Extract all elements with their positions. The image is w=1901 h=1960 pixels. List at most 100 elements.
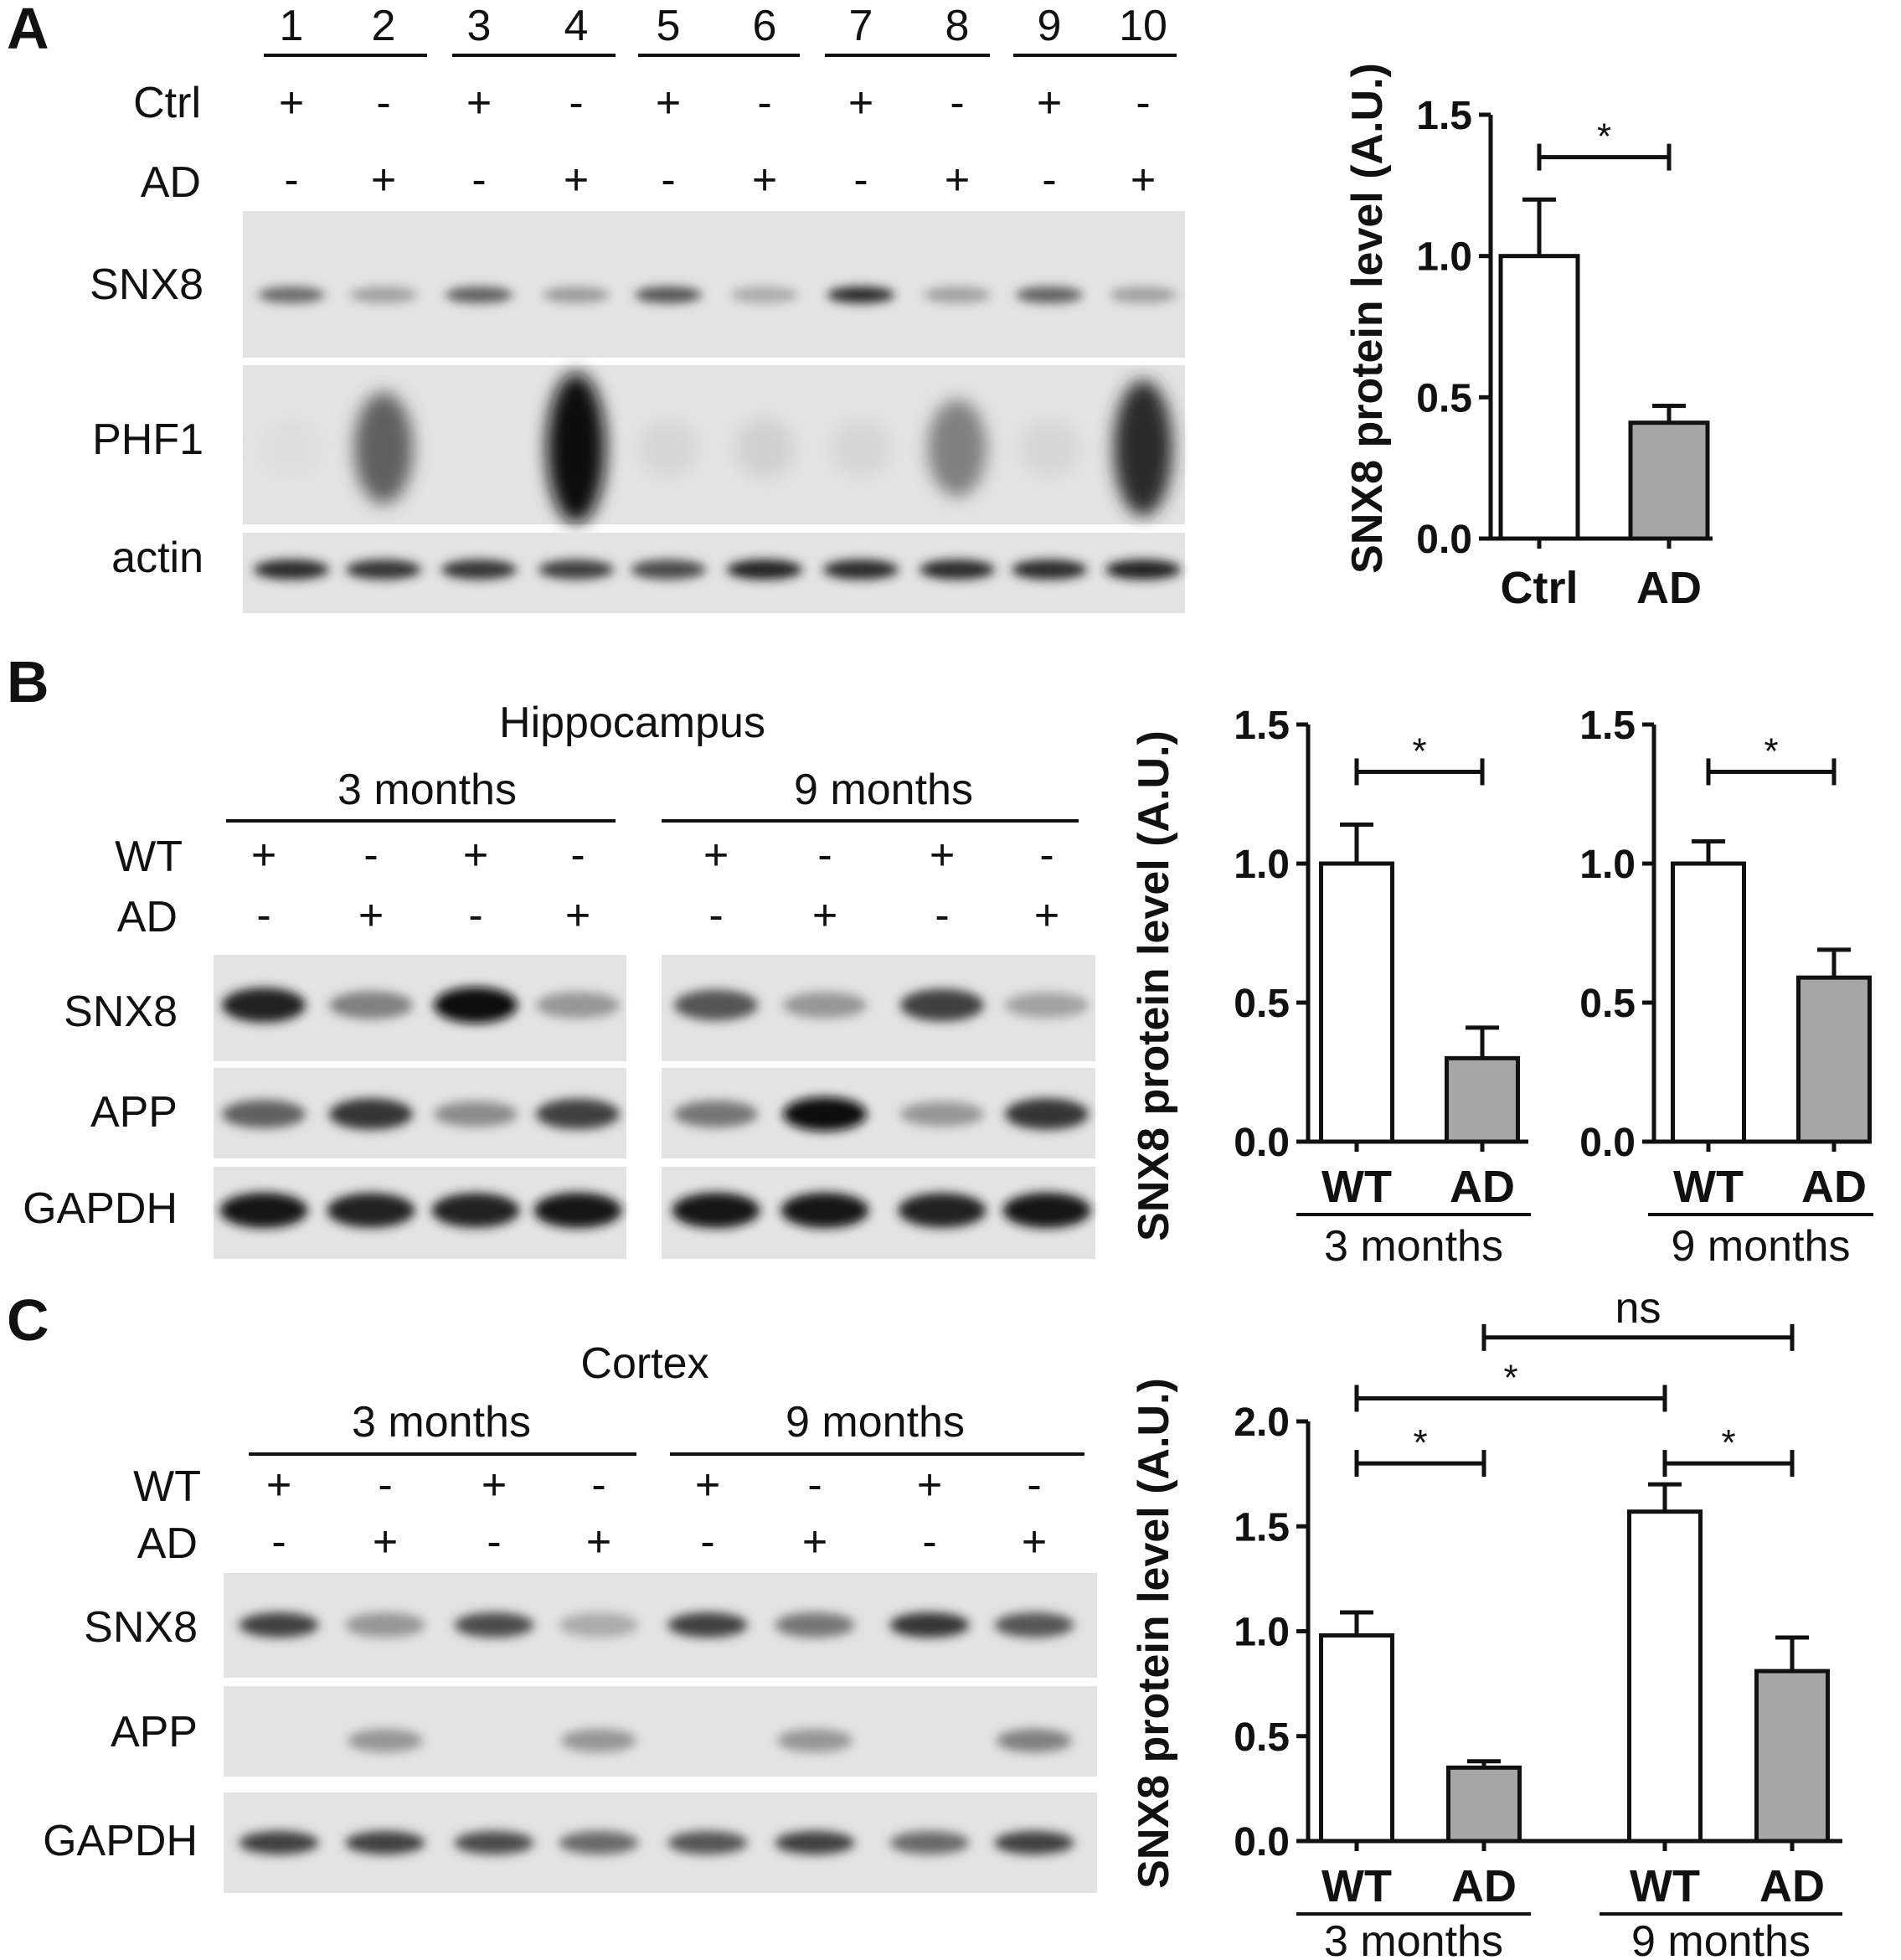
blot-band (561, 1729, 636, 1752)
y-tick-label: 1.0 (1416, 235, 1472, 280)
panel-a: A 1 2 3 4 5 6 7 8 9 10 Ctrl AD + - + - + - + - + -- + - + - + - +… (7, 0, 1713, 613)
x-category-label: WT (1673, 1162, 1744, 1212)
blot-band (431, 1193, 520, 1228)
y-tick-label: 0.5 (1234, 1715, 1290, 1760)
ad-sign: + (564, 156, 589, 204)
ad-sign: - (922, 1518, 936, 1566)
blot-band (346, 560, 421, 580)
significance-label: * (1597, 116, 1611, 157)
blot-band (777, 1729, 853, 1752)
blot-band (727, 560, 802, 580)
ad-sign: - (271, 1518, 286, 1566)
lane-number: 8 (945, 2, 970, 50)
ctrl-sign: + (466, 79, 492, 127)
bar (1445, 1055, 1520, 1144)
blot-band (994, 1612, 1074, 1638)
ctrl-sign: - (1136, 79, 1150, 127)
ad-sign: - (487, 1518, 501, 1566)
panel-c: C Cortex 3 months 9 months WT AD + - + - + - + -… (7, 1284, 1842, 1960)
panel-c-bar-chart: 0.0 0.5 1.0 1.5 2.0 WT AD WT AD * * * ns 3 months 9 mo… (1130, 1284, 1842, 1960)
wt-sign: - (807, 1461, 822, 1509)
blot-band (994, 1831, 1074, 1854)
bar (1796, 975, 1872, 1144)
wt-sign: + (695, 1461, 720, 1509)
group-label: 9 months (1631, 1917, 1811, 1960)
panel-b-blot-labels: SNX8 APP GAPDH (23, 988, 178, 1233)
blot-band (559, 1612, 639, 1638)
panel-a-condition-signs: + - + - + - + - + - - + - + - + - + - + (279, 79, 1156, 204)
x-category-label: AD (1636, 563, 1702, 613)
wt-sign: - (378, 1461, 392, 1509)
blot-band (239, 1612, 319, 1638)
blot-band (832, 419, 890, 477)
y-tick-label: 1.0 (1234, 1611, 1290, 1655)
panel-c-ad-label: AD (137, 1519, 198, 1568)
blot-band (350, 286, 417, 303)
blot-band (783, 992, 867, 1019)
x-category-label: WT (1321, 1162, 1392, 1212)
panel-b-wt-label: WT (115, 833, 183, 881)
lane-number: 6 (753, 2, 777, 50)
panel-a-blot-labels: SNX8 PHF1 actin (90, 260, 203, 582)
blot-label-app: APP (90, 1088, 178, 1137)
blot-band (928, 400, 987, 497)
blot-band (239, 1831, 319, 1854)
lane-number: 7 (849, 2, 873, 50)
ctrl-sign: + (279, 79, 304, 127)
lane-number: 3 (467, 2, 492, 50)
blot-band (639, 419, 698, 477)
blot-band (674, 989, 758, 1021)
blot-band (823, 560, 899, 580)
blot-band (1005, 992, 1089, 1019)
blot-band (434, 987, 518, 1024)
ad-sign: + (1034, 891, 1059, 940)
blot-band (827, 286, 894, 303)
blot-band (262, 420, 321, 476)
group-label-9-months: 9 months (794, 766, 973, 814)
ad-sign: + (802, 1518, 827, 1566)
ad-sign: - (284, 156, 298, 204)
y-axis-label: SNX8 protein level (A.U.) (1343, 63, 1392, 574)
blot-band (997, 1729, 1072, 1752)
panel-a-blots (243, 211, 1185, 613)
blot-band (441, 560, 517, 580)
wt-sign: + (266, 1461, 291, 1509)
blot-band (1105, 560, 1181, 580)
ad-sign: + (373, 1518, 398, 1566)
lane-number: 10 (1119, 2, 1167, 50)
ad-sign: + (358, 891, 384, 940)
blot-band (889, 1831, 970, 1854)
group-label: 9 months (1672, 1222, 1851, 1271)
blot-band (536, 992, 620, 1019)
wt-sign: + (482, 1461, 507, 1509)
lane-number: 1 (280, 2, 304, 50)
wt-sign: + (930, 831, 955, 879)
panel-a-lane-numbers: 1 2 3 4 5 6 7 8 9 10 (280, 2, 1167, 50)
blot-label-gapdh: GAPDH (23, 1184, 178, 1233)
panel-a-ad-label: AD (141, 158, 201, 207)
ad-sign: + (371, 156, 396, 204)
significance-label: * (1413, 1422, 1427, 1463)
ad-sign: + (752, 156, 777, 204)
blot-label-snx8: SNX8 (84, 1603, 198, 1652)
blot-band (1020, 419, 1079, 477)
group-label-3-months: 3 months (352, 1398, 531, 1447)
lane-number: 4 (564, 2, 589, 50)
wt-sign: - (817, 831, 832, 879)
wt-sign: + (463, 831, 488, 879)
blot-band (345, 1612, 425, 1638)
group-label-9-months: 9 months (786, 1398, 965, 1447)
y-tick-label: 0.5 (1416, 376, 1472, 420)
blot-band (454, 1831, 534, 1854)
significance-label: ns (1615, 1284, 1661, 1333)
ad-sign: + (565, 891, 590, 940)
blot-band (898, 1193, 987, 1228)
blot-band (543, 286, 610, 303)
wt-sign: - (363, 831, 378, 879)
blot-band (222, 988, 306, 1023)
blot-band (920, 560, 995, 580)
blot-band (533, 1192, 622, 1229)
wt-sign: + (251, 831, 276, 879)
blot-band (900, 988, 984, 1022)
wt-sign: - (1027, 1461, 1041, 1509)
